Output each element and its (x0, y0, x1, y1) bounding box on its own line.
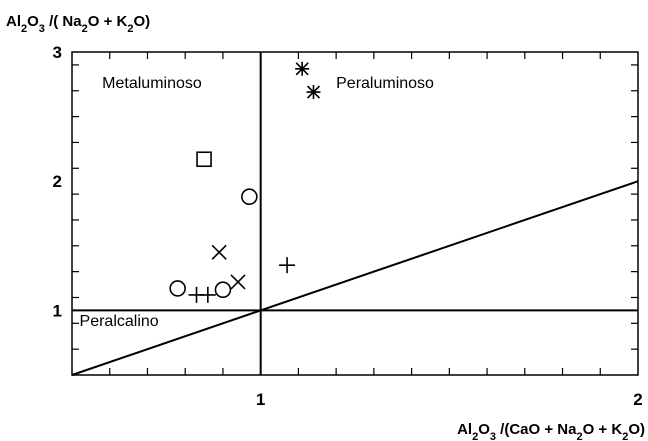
x-axis-title: Al2O3 /(CaO + Na2O + K2O) (457, 421, 645, 441)
data-point-circle (241, 188, 258, 206)
points-group (169, 61, 321, 303)
x-tick-label: 1 (256, 390, 265, 409)
region-label: Metaluminoso (102, 75, 202, 92)
ticks-group (72, 52, 638, 375)
data-point-asterisk (306, 85, 321, 100)
data-point-circle (214, 281, 232, 299)
data-point-plus (199, 286, 216, 303)
data-point-asterisk (295, 61, 310, 76)
labels-group: 1 2 1 2 3 Al2O3 /( Na2O + K2O) Al2O3 /(CaO + N… (6, 13, 645, 441)
reference-line-diagonal (71, 180, 639, 376)
reference-lines-group (71, 52, 639, 376)
data-point-x (230, 274, 246, 290)
x-tick-label: 2 (633, 390, 642, 409)
region-label: Peraluminoso (336, 75, 434, 92)
data-point-square (196, 151, 212, 168)
data-point-plus (279, 257, 296, 274)
plot-frame-group (71, 51, 639, 376)
plot-frame (71, 51, 639, 376)
data-point-circle (169, 280, 186, 297)
y-tick-label: 1 (53, 301, 62, 320)
y-axis-title: Al2O3 /( Na2O + K2O) (6, 13, 150, 35)
data-point-x (211, 244, 227, 260)
y-tick-label: 3 (53, 43, 62, 62)
y-tick-label: 2 (53, 172, 62, 191)
region-label: Peralcalino (80, 313, 159, 330)
